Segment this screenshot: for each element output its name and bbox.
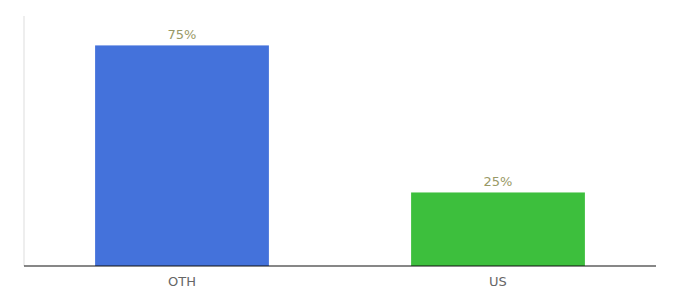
chart-svg: 75% 25% OTH US — [0, 0, 680, 300]
data-label: 75% — [168, 27, 197, 42]
bar — [95, 45, 269, 266]
chart-container: 75% 25% OTH US — [0, 0, 680, 300]
x-axis-line — [24, 265, 656, 266]
y-axis-line — [24, 16, 25, 266]
x-tick-label: OTH — [168, 274, 196, 289]
bar — [411, 192, 585, 266]
x-tick-label: US — [489, 274, 507, 289]
data-label: 25% — [484, 174, 513, 189]
bars — [95, 45, 585, 266]
